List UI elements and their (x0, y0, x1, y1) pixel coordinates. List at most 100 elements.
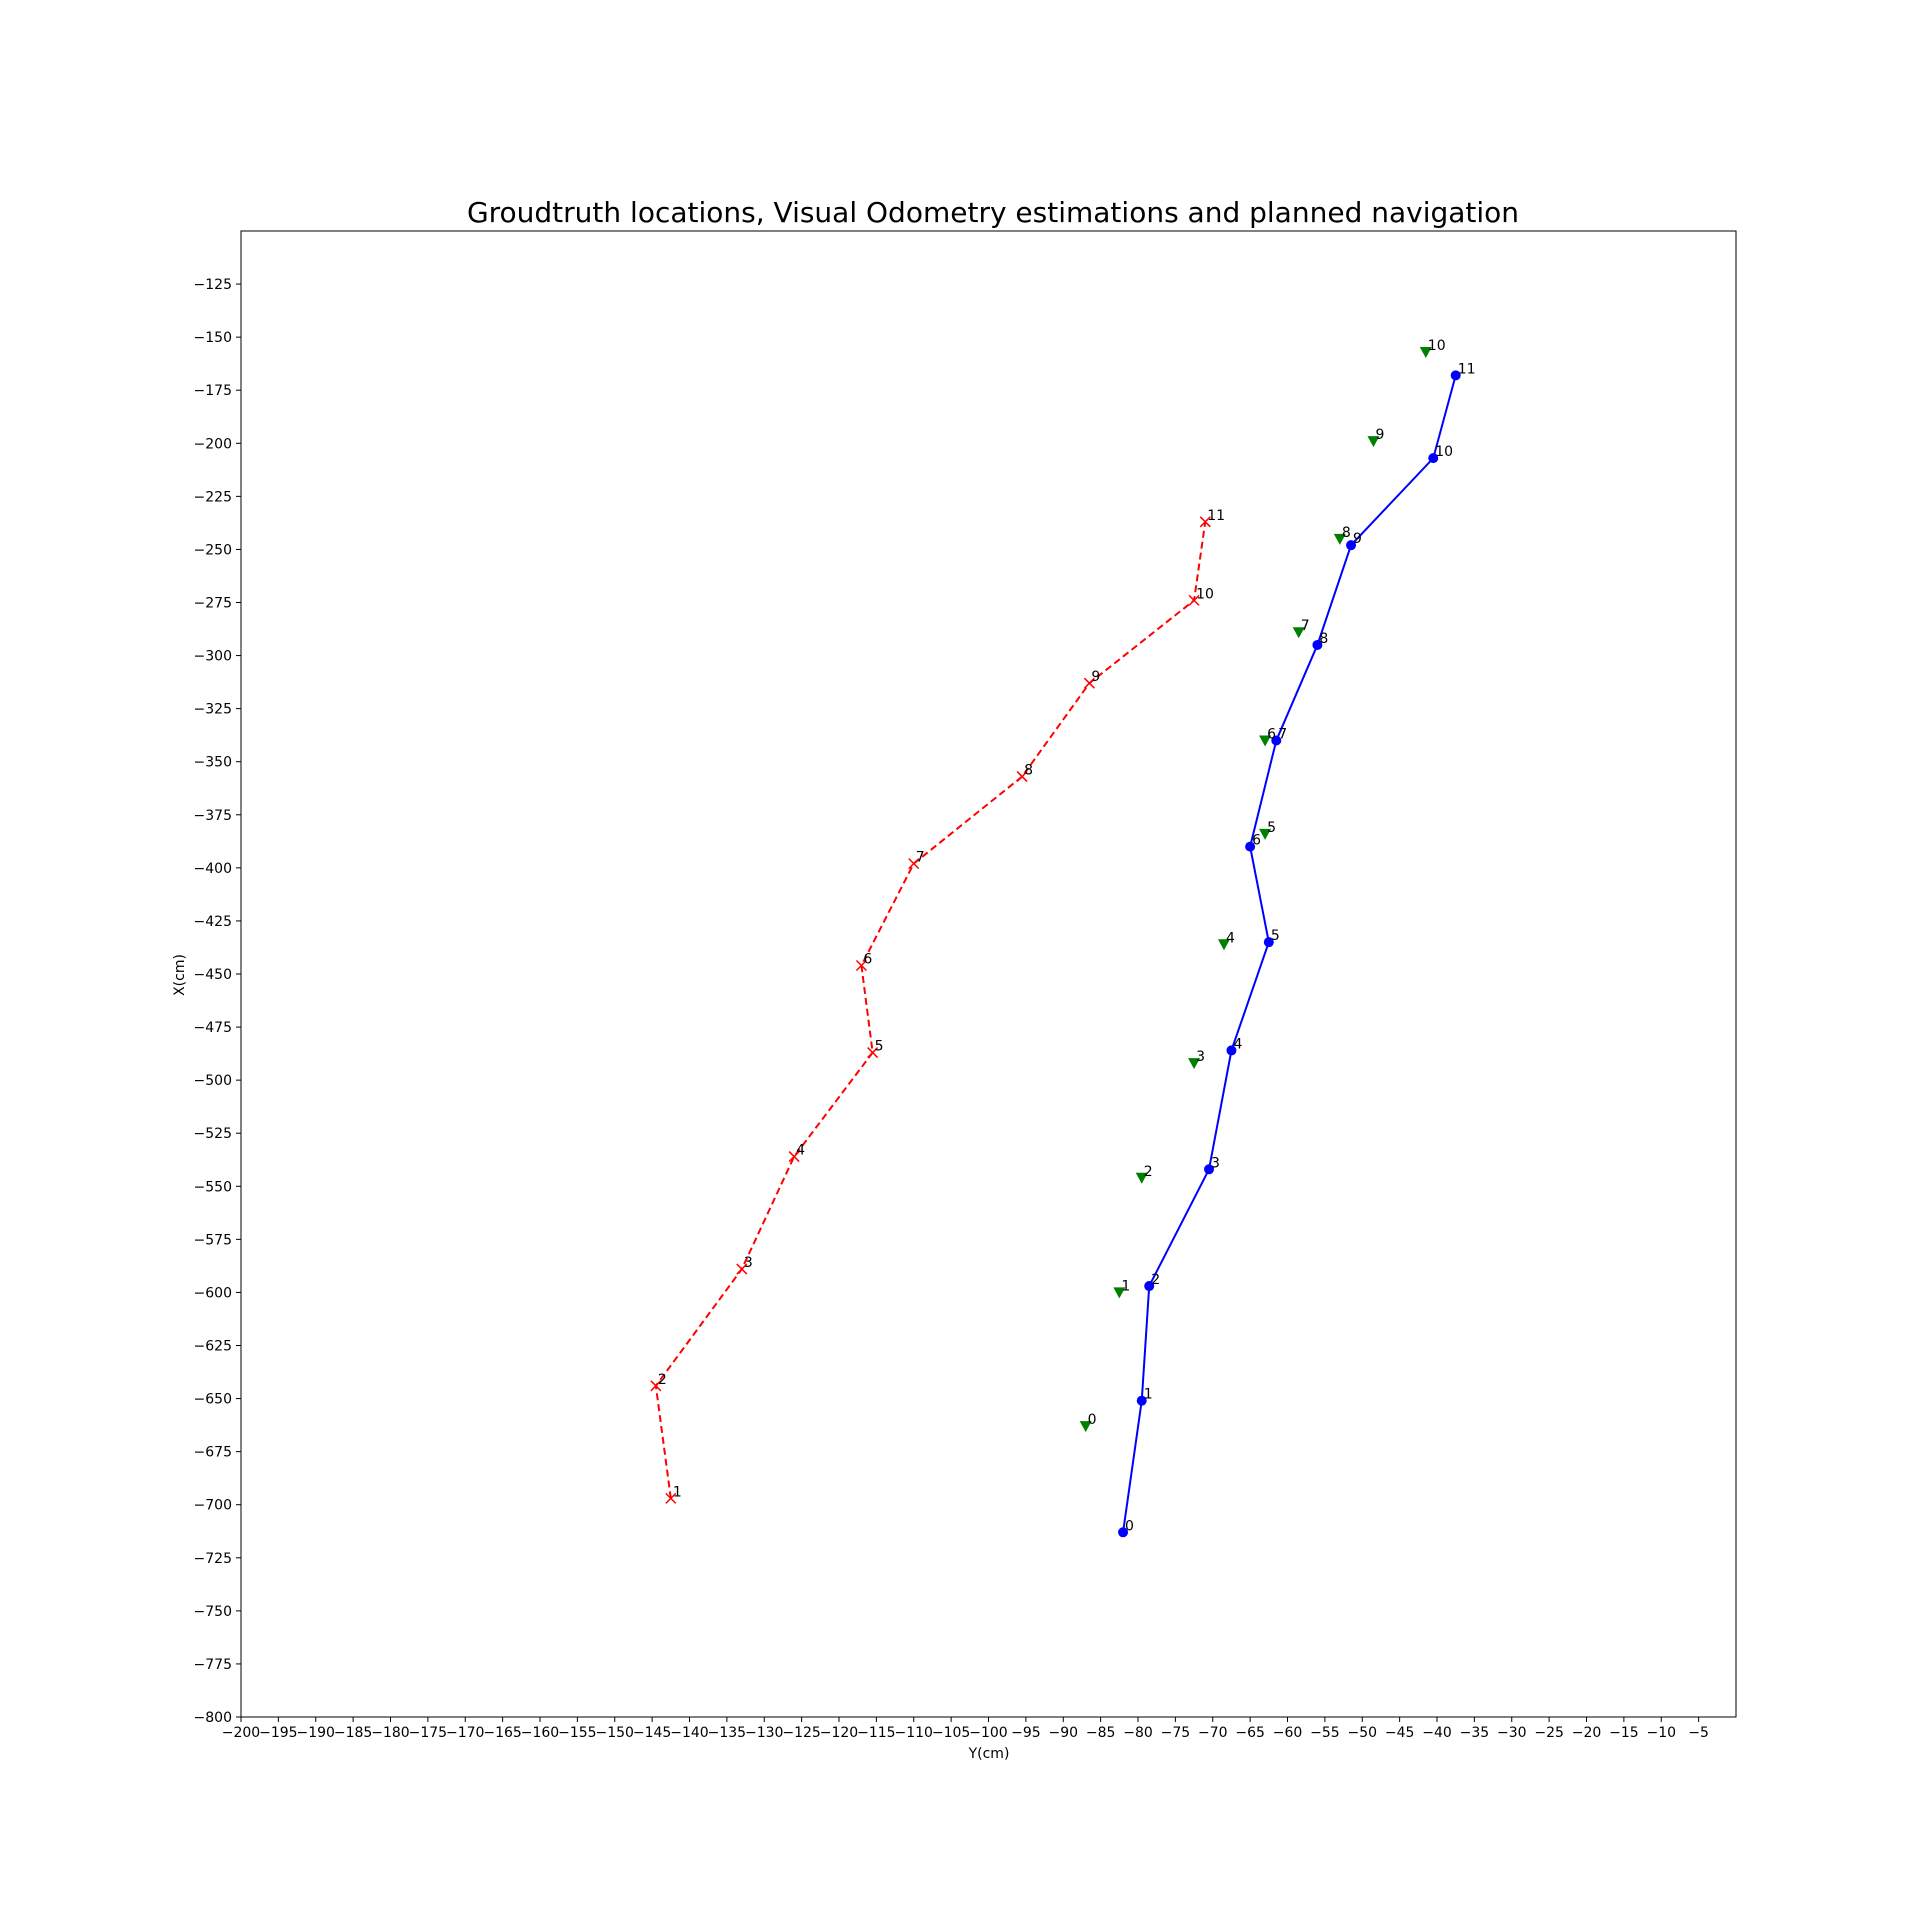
y-tick-label: −675 (194, 1445, 232, 1461)
y-tick-label: −700 (194, 1498, 232, 1514)
x-tick-label: −175 (409, 1725, 447, 1741)
series-line (1122, 375, 1457, 1533)
data-point-x-marker (1199, 516, 1211, 528)
data-point-triangle (1367, 436, 1380, 448)
x-tick-label: −150 (596, 1725, 634, 1741)
point-label: 3 (744, 1255, 753, 1271)
y-tick-label: −525 (194, 1126, 232, 1142)
y-tick-label: −200 (194, 436, 232, 452)
data-point-circle (1204, 1164, 1215, 1175)
point-label: 6 (1267, 726, 1276, 742)
data-point-triangle (1259, 828, 1272, 840)
data-point-triangle (1419, 347, 1432, 359)
y-tick-label: −625 (194, 1339, 232, 1355)
x-tick-label: −35 (1460, 1725, 1490, 1741)
data-point-triangle (1079, 1421, 1092, 1433)
x-tick-label: −60 (1273, 1725, 1303, 1741)
data-point-x-marker (736, 1263, 748, 1275)
point-label: 4 (1226, 930, 1235, 946)
data-point-triangle (1259, 735, 1272, 747)
x-tick-label: −125 (782, 1725, 820, 1741)
data-point-circle (1271, 735, 1282, 746)
point-label: 11 (1458, 361, 1476, 377)
x-tick-label: −190 (297, 1725, 335, 1741)
x-tick-label: −170 (446, 1725, 484, 1741)
x-tick-label: −140 (670, 1725, 708, 1741)
data-point-triangle (1217, 939, 1230, 951)
x-tick-label: −90 (1048, 1725, 1078, 1741)
data-point-circle (1118, 1527, 1129, 1538)
point-label: 7 (1301, 618, 1310, 634)
y-tick-label: −600 (194, 1285, 232, 1301)
x-tick-label: −155 (558, 1725, 596, 1741)
x-tick-label: −75 (1161, 1725, 1191, 1741)
point-label: 8 (1319, 631, 1328, 647)
data-point-x-marker (908, 858, 920, 870)
point-label: 11 (1207, 508, 1225, 524)
point-label: 7 (1278, 726, 1287, 742)
data-point-circle (1136, 1395, 1147, 1406)
y-tick-label: −500 (194, 1073, 232, 1089)
data-point-x-marker (650, 1380, 662, 1392)
data-point-circle (1346, 540, 1357, 551)
data-point-x-marker (867, 1047, 879, 1059)
x-tick-label: −20 (1572, 1725, 1602, 1741)
y-tick-label: −550 (194, 1179, 232, 1195)
x-tick-label: −200 (222, 1725, 260, 1741)
data-point-circle (1312, 639, 1323, 650)
point-label: 1 (1144, 1387, 1153, 1403)
y-tick-label: −725 (194, 1551, 232, 1567)
x-tick-label: −70 (1198, 1725, 1228, 1741)
x-tick-label: −110 (895, 1725, 933, 1741)
point-label: 5 (1271, 928, 1280, 944)
y-tick-label: −650 (194, 1392, 232, 1408)
data-point-x-marker (855, 959, 867, 972)
y-tick-label: −325 (194, 702, 232, 718)
x-axis-label: Y(cm) (968, 1746, 1010, 1762)
data-point-circle (1263, 937, 1274, 948)
y-tick-label: −275 (194, 596, 232, 612)
point-label: 1 (673, 1484, 682, 1500)
point-label: 6 (1252, 833, 1261, 849)
y-axis-label: X(cm) (172, 954, 188, 996)
x-tick-label: −165 (483, 1725, 521, 1741)
y-tick-label: −475 (194, 1020, 232, 1036)
x-tick-label: −120 (820, 1725, 858, 1741)
data-point-x-marker (1188, 594, 1200, 606)
x-tick-label: −30 (1497, 1725, 1527, 1741)
x-tick-label: −55 (1310, 1725, 1340, 1741)
data-point-circle (1450, 370, 1461, 381)
y-tick-label: −225 (194, 489, 232, 505)
y-tick-label: −800 (194, 1710, 232, 1726)
x-tick-label: −185 (334, 1725, 372, 1741)
x-tick-label: −115 (857, 1725, 895, 1741)
point-label: 2 (1144, 1164, 1153, 1180)
x-tick-label: −95 (1011, 1725, 1041, 1741)
data-point-circle (1226, 1045, 1237, 1056)
data-point-triangle (1113, 1287, 1126, 1299)
x-tick-label: −45 (1385, 1725, 1415, 1741)
point-label: 2 (1151, 1272, 1160, 1288)
x-tick-label: −145 (633, 1725, 671, 1741)
x-tick-label: −50 (1347, 1725, 1377, 1741)
y-tick-label: −775 (194, 1657, 232, 1673)
point-label: 9 (1353, 531, 1362, 547)
y-tick-label: −400 (194, 861, 232, 877)
data-point-x-marker (1083, 677, 1095, 689)
point-label: 2 (658, 1372, 667, 1388)
point-label: 7 (916, 850, 925, 866)
x-tick-label: −100 (969, 1725, 1007, 1741)
x-tick-label: −10 (1646, 1725, 1676, 1741)
point-label: 8 (1342, 525, 1351, 541)
x-tick-label: −40 (1422, 1725, 1452, 1741)
point-label: 4 (1233, 1036, 1242, 1052)
y-tick-label: −150 (194, 330, 232, 346)
point-label: 6 (863, 952, 872, 968)
x-tick-label: −105 (932, 1725, 970, 1741)
y-tick-label: −375 (194, 808, 232, 824)
chart-title: Groudtruth locations, Visual Odometry es… (467, 196, 1519, 229)
